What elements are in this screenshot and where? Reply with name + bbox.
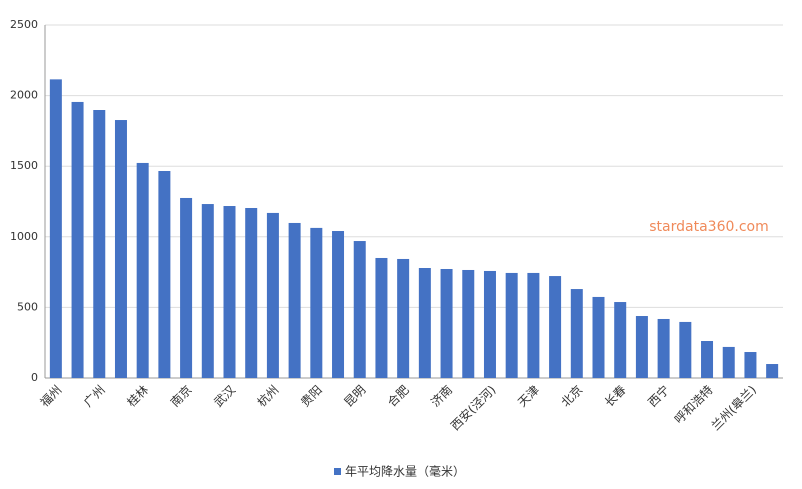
bar: [245, 207, 258, 378]
bar: [397, 258, 410, 378]
bar: [549, 276, 562, 378]
watermark: stardata360.com: [649, 219, 768, 235]
legend-label: 年平均降水量（毫米）: [345, 464, 465, 479]
bar: [614, 302, 627, 378]
bar: [114, 120, 127, 379]
y-tick-label: 0: [31, 371, 38, 384]
bar: [353, 241, 366, 378]
bar: [93, 110, 106, 378]
bar: [136, 162, 149, 378]
bar: [505, 272, 518, 378]
bar: [266, 212, 279, 378]
bar: [223, 206, 236, 378]
legend-swatch: [334, 468, 341, 475]
bar: [418, 268, 431, 378]
bar: [657, 318, 670, 378]
bar: [49, 79, 62, 378]
bar: [71, 101, 84, 378]
bar: [527, 272, 540, 378]
bar: [375, 257, 388, 378]
bar: [483, 270, 496, 378]
y-tick-label: 2500: [10, 18, 38, 31]
bar: [158, 171, 171, 378]
bar: [332, 231, 345, 378]
bar: [766, 364, 779, 378]
y-tick-label: 1000: [10, 230, 38, 243]
y-tick-label: 2000: [10, 89, 38, 102]
bar: [701, 341, 714, 378]
bar: [592, 296, 605, 378]
bar: [180, 197, 193, 378]
bar: [635, 316, 648, 378]
y-tick-label: 1500: [10, 159, 38, 172]
bar: [679, 321, 692, 378]
bar: [570, 289, 583, 378]
bar: [744, 352, 757, 378]
bar: [722, 346, 735, 378]
y-tick-label: 500: [17, 300, 38, 313]
bar: [310, 227, 323, 378]
bar: [201, 204, 214, 378]
bar: [288, 222, 301, 378]
bar: [440, 268, 453, 378]
bar: [462, 269, 475, 378]
